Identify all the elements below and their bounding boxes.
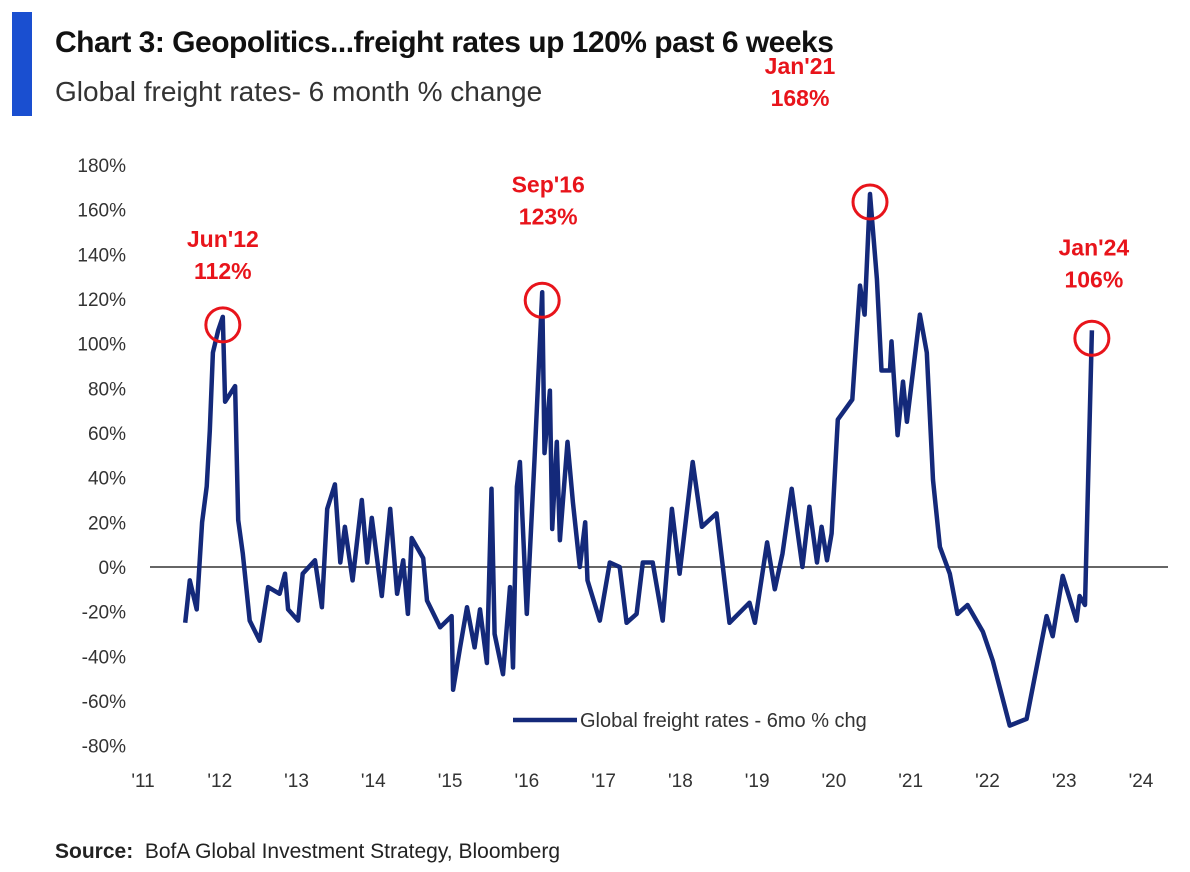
y-tick-label: 160% (77, 201, 126, 222)
x-tick-label: '22 (975, 771, 1000, 792)
y-tick-label: 80% (88, 379, 126, 400)
annotation-circle (851, 183, 889, 221)
x-tick-label: '19 (745, 771, 770, 792)
annotation-circle (523, 281, 561, 319)
chart-title: Chart 3: Geopolitics...freight rates up … (55, 26, 834, 59)
annotation-value: 112% (194, 258, 252, 284)
x-tick-label: '15 (438, 771, 463, 792)
annotation-date: Jun'12 (187, 226, 259, 252)
title-accent-bar (12, 12, 32, 116)
x-tick-label: '14 (361, 771, 386, 792)
annotation-value: 123% (519, 203, 578, 229)
y-tick-label: -40% (82, 647, 126, 668)
x-tick-label: '18 (668, 771, 693, 792)
y-tick-label: 120% (77, 290, 126, 311)
x-tick-label: '17 (591, 771, 616, 792)
x-tick-label: '11 (131, 771, 154, 792)
y-tick-label: -80% (82, 737, 126, 758)
annotation-circle (1073, 319, 1111, 357)
annotation-date: Sep'16 (512, 171, 585, 197)
y-tick-label: 40% (88, 469, 126, 490)
x-tick-label: '23 (1052, 771, 1077, 792)
y-tick-label: 140% (77, 245, 126, 266)
y-tick-label: 100% (77, 335, 126, 356)
x-tick-label: '12 (207, 771, 232, 792)
annotation-circle (204, 306, 242, 344)
series-line (182, 191, 1095, 728)
annotation-date: Jan'24 (1059, 234, 1130, 260)
chart-subtitle: Global freight rates- 6 month % change (55, 76, 543, 107)
y-tick-label: 20% (88, 513, 126, 534)
legend-label: Global freight rates - 6mo % chg (580, 710, 867, 732)
source-text: BofA Global Investment Strategy, Bloombe… (144, 840, 561, 863)
x-tick-label: '21 (898, 771, 923, 792)
annotation-value: 168% (771, 85, 830, 111)
y-tick-label: -20% (82, 603, 126, 624)
x-tick-label: '20 (822, 771, 847, 792)
source-label: Source: (55, 840, 134, 863)
annotation-value: 106% (1064, 266, 1123, 292)
y-tick-label: 60% (88, 424, 126, 445)
x-tick-label: '24 (1129, 771, 1154, 792)
x-tick-label: '13 (284, 771, 309, 792)
y-tick-label: -60% (82, 692, 126, 713)
y-tick-label: 180% (77, 156, 126, 177)
x-tick-label: '16 (514, 771, 539, 792)
annotation-date: Jan'21 (765, 53, 836, 79)
y-tick-label: 0% (99, 558, 127, 579)
source-note: Source: BofA Global Investment Strategy,… (55, 840, 560, 864)
